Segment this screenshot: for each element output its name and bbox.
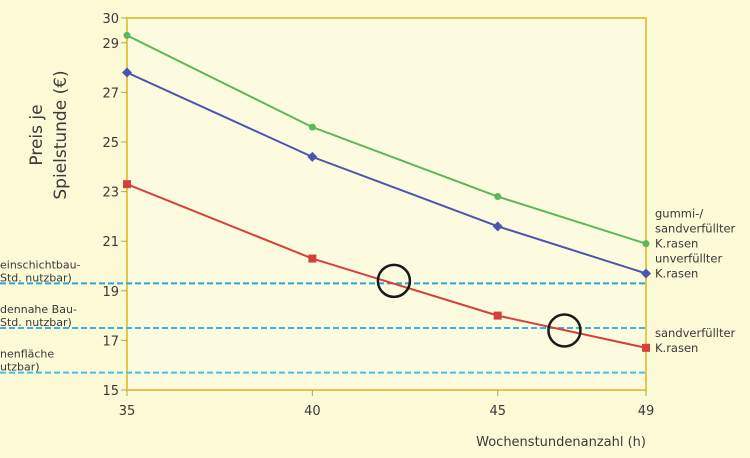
- data-point: [642, 343, 650, 352]
- data-point: [641, 268, 651, 279]
- series-label: unverfüllter: [655, 251, 722, 265]
- series-label: K.rasen: [655, 266, 698, 280]
- reference-line-label: Std. nutzbar): [0, 316, 72, 329]
- reference-line-label: utzbar): [0, 361, 40, 374]
- reference-line-label: einschichtbau-: [0, 258, 81, 271]
- y-axis-title-line: Preis je: [27, 104, 47, 165]
- data-point: [308, 123, 316, 131]
- y-tick-label: 29: [102, 37, 119, 52]
- x-tick-label: 45: [489, 404, 506, 419]
- data-point: [493, 311, 502, 320]
- reference-line-label: nenfläche: [0, 348, 54, 361]
- data-point: [122, 67, 132, 78]
- data-point: [123, 180, 131, 189]
- data-point: [308, 254, 317, 263]
- y-tick-label: 21: [102, 235, 119, 250]
- reference-line-label: dennahe Bau-: [0, 303, 77, 316]
- series-line: [126, 71, 647, 275]
- series-label: sandverfüllter: [655, 222, 736, 236]
- series-line: [126, 183, 647, 349]
- y-tick-label: 23: [102, 186, 119, 201]
- data-point: [642, 240, 650, 248]
- y-axis-title-line: Spielstunde (€): [51, 70, 71, 199]
- y-tick-label: 17: [102, 334, 119, 349]
- y-tick-label: 30: [102, 12, 119, 27]
- highlight-circle: [376, 263, 412, 299]
- data-point: [123, 31, 131, 39]
- data-point: [494, 193, 502, 201]
- x-tick-label: 40: [304, 404, 321, 419]
- x-tick-label: 35: [119, 404, 136, 419]
- series-label: K.rasen: [655, 237, 698, 251]
- highlight-circle: [547, 313, 582, 348]
- x-tick-label: 49: [638, 404, 655, 419]
- series-label: K.rasen: [655, 341, 698, 355]
- data-point: [492, 221, 503, 232]
- series-line: [126, 34, 647, 245]
- series-label: sandverfüllter: [655, 326, 736, 340]
- reference-line-label: Std. nutzbar): [0, 271, 72, 284]
- y-tick-label: 25: [102, 136, 119, 151]
- y-axis-title: Preis je Spielstunde (€): [27, 70, 71, 199]
- data-point: [307, 151, 318, 162]
- y-tick-label: 19: [102, 285, 119, 300]
- x-axis-title: Wochenstundenanzahl (h): [476, 435, 646, 450]
- series-label: gummi-/: [655, 207, 703, 221]
- y-tick-label: 15: [102, 384, 119, 399]
- y-tick-label: 27: [102, 86, 119, 101]
